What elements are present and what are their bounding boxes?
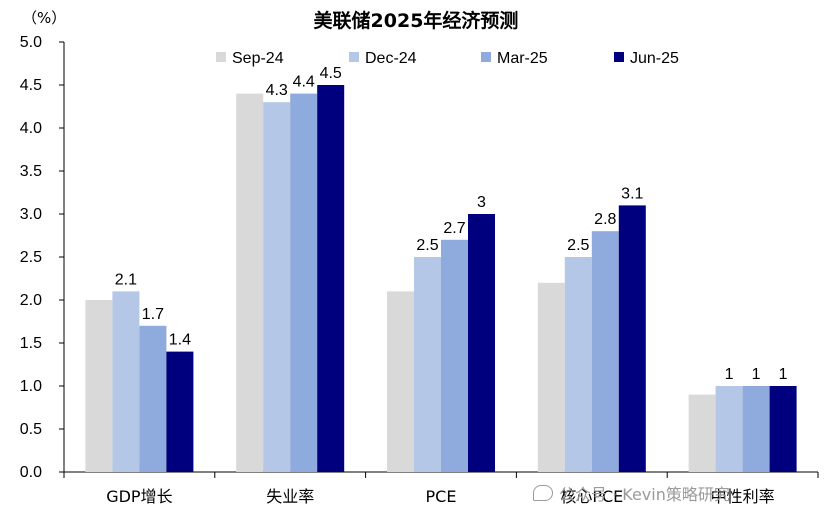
data-label: 3.1 <box>621 185 643 202</box>
bar <box>441 239 468 472</box>
bar <box>742 386 770 472</box>
data-label: 2.5 <box>567 237 589 254</box>
y-tick-label: 4.0 <box>20 120 42 137</box>
bar <box>564 257 592 472</box>
data-label: 4.5 <box>320 65 342 82</box>
wechat-icon <box>533 485 553 501</box>
data-label: 4.4 <box>293 74 315 91</box>
y-tick-label: 5.0 <box>20 34 42 51</box>
x-tick-label: 失业率 <box>266 487 314 506</box>
bar <box>688 394 716 472</box>
bar <box>387 291 414 472</box>
bar <box>290 93 318 472</box>
watermark: 公众号 · Kevin策略研究 <box>533 481 730 505</box>
plot-area: 0.0 0.5 1.0 1.5 2.0 2.5 3.0 3.5 4.0 4.5 5.0 2.1 1.7 1… <box>20 34 819 506</box>
data-label: 2.8 <box>594 211 616 228</box>
bar <box>139 325 167 472</box>
data-label: 1.4 <box>169 332 191 349</box>
y-tick-label: 3.0 <box>20 206 42 223</box>
bar <box>85 300 113 472</box>
legend-swatch <box>349 52 359 62</box>
data-label: 1.7 <box>142 306 164 323</box>
data-label: 1 <box>725 366 734 383</box>
legend-label: Sep-24 <box>232 50 284 67</box>
data-label: 2.5 <box>416 237 438 254</box>
chart-title: 美联储2025年经济预测 <box>314 9 519 32</box>
y-tick-label: 4.5 <box>20 77 42 94</box>
y-tick-label: 0.5 <box>20 421 42 438</box>
bar <box>591 231 619 472</box>
bar <box>166 351 194 472</box>
bar <box>414 257 441 472</box>
data-label: 1 <box>779 366 788 383</box>
y-tick-label: 2.5 <box>20 249 42 266</box>
data-label: 4.3 <box>266 82 288 99</box>
bar <box>769 386 797 472</box>
x-tick-label: PCE <box>426 487 457 506</box>
data-label: 3 <box>477 194 486 211</box>
data-label: 2.1 <box>115 271 137 288</box>
data-label: 2.7 <box>443 220 465 237</box>
bar <box>236 93 264 472</box>
y-tick-label: 2.0 <box>20 292 42 309</box>
legend-swatch <box>216 52 226 62</box>
bar <box>317 85 345 472</box>
bar <box>263 102 291 472</box>
x-tick-label: 核心PCE <box>560 487 623 506</box>
legend-swatch <box>481 52 491 62</box>
legend-label: Jun-25 <box>630 50 679 67</box>
y-tick-label: 1.0 <box>20 378 42 395</box>
x-tick-label: 中性利率 <box>711 487 775 506</box>
watermark-text: 公众号 · Kevin策略研究 <box>559 485 730 504</box>
legend-label: Mar-25 <box>497 50 548 67</box>
unit-label: （%） <box>22 9 66 27</box>
legend-swatch <box>614 52 624 62</box>
bar <box>715 386 743 472</box>
bar <box>537 282 565 472</box>
data-label: 1 <box>752 366 761 383</box>
y-tick-label: 0.0 <box>20 464 42 481</box>
bar <box>468 214 495 472</box>
bar <box>112 291 140 472</box>
y-tick-label: 1.5 <box>20 335 42 352</box>
bar <box>618 205 646 472</box>
legend-label: Dec-24 <box>365 50 417 67</box>
x-tick-label: GDP增长 <box>106 487 172 506</box>
y-tick-label: 3.5 <box>20 163 42 180</box>
